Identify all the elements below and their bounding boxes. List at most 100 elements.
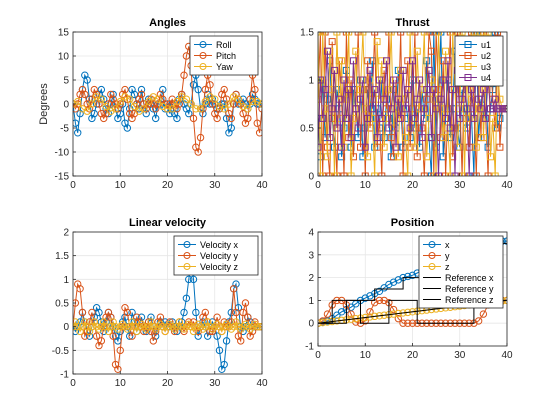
legend-marker [183,263,191,270]
x-tick-label: 30 [209,378,221,389]
data-point [333,311,341,319]
data-point [375,76,383,84]
data-point [463,105,471,113]
data-point [427,134,435,142]
data-point [406,124,414,132]
data-point [123,322,132,331]
data-point [203,318,212,326]
data-point [484,32,492,36]
data-point [220,322,228,331]
data-point [246,325,254,333]
data-point [479,310,488,318]
data-point [142,325,150,333]
data-point [404,86,412,94]
x-tick-label: 30 [209,180,221,191]
data-point [253,119,261,127]
data-point [92,100,101,108]
data-point [477,105,485,113]
data-point [251,318,259,326]
y-axis-label: Degrees [38,83,50,125]
data-point [406,143,414,151]
data-point [385,124,393,132]
data-point [373,143,381,151]
data-point [211,95,219,103]
data-point [92,322,101,331]
data-point [442,47,450,55]
data-point [333,32,341,36]
legend-label: Yaw [216,62,233,72]
chart-title: Linear velocity [129,217,207,229]
data-point [413,47,421,55]
data-point [465,143,473,151]
data-point [375,95,383,103]
data-point [170,325,179,333]
x-tick-label: 0 [70,180,76,191]
data-point [387,105,395,113]
data-point [477,32,485,36]
data-point [404,272,412,281]
data-point [220,318,228,326]
data-point [404,172,412,176]
data-point [347,134,355,142]
data-point [97,85,106,94]
data-point [251,85,259,94]
data-point [229,100,238,108]
data-point [399,319,407,327]
data-point [366,308,374,316]
x-tick-label: 40 [501,350,513,361]
y-tick-label: 5 [63,76,69,87]
data-point [394,95,402,103]
data-point [211,322,219,331]
data-point [253,322,261,331]
data-point [88,100,96,108]
data-point [149,105,158,113]
data-point [411,32,419,36]
data-point [185,275,193,284]
data-point [102,313,110,321]
data-point [227,114,235,123]
data-point [168,105,176,113]
data-point [397,32,405,36]
legend-marker [428,263,436,270]
data-point [100,318,108,326]
data-point [361,143,369,151]
legend-marker [183,241,191,248]
data-point [196,105,205,113]
data-point [130,322,139,331]
data-point [114,325,122,333]
data-point [406,32,414,36]
data-point [227,124,235,132]
data-point [107,322,115,331]
data-point [163,322,172,331]
data-point [215,322,224,331]
data-point [213,313,221,321]
data-point [194,85,202,94]
y-tick-label: -1 [60,370,69,381]
data-point [401,134,409,142]
data-point [189,81,198,89]
data-point [449,86,457,94]
data-point [451,172,459,176]
y-tick-label: -0.5 [52,346,70,357]
data-point [248,322,257,331]
data-point [192,105,200,113]
subplot-2: 0 10 20 30 40 -1 -0.5 0 0.5 1 1.5 2 Linear velocity V… [52,217,268,389]
data-point [114,365,122,373]
series-line-4 [318,299,507,324]
data-point [201,97,210,106]
y-tick-label: 0 [63,322,69,333]
data-point [442,172,450,176]
data-point [489,114,497,122]
data-point [430,86,438,94]
data-point [88,322,96,331]
legend-marker [464,74,472,81]
series-3 [318,47,507,176]
data-point [102,322,110,331]
data-point [128,332,136,340]
data-point [97,95,106,103]
data-point [392,143,400,151]
data-point [104,308,113,317]
data-point [446,124,454,132]
legend-item-0: Velocity x [178,240,239,250]
data-point [345,32,353,36]
